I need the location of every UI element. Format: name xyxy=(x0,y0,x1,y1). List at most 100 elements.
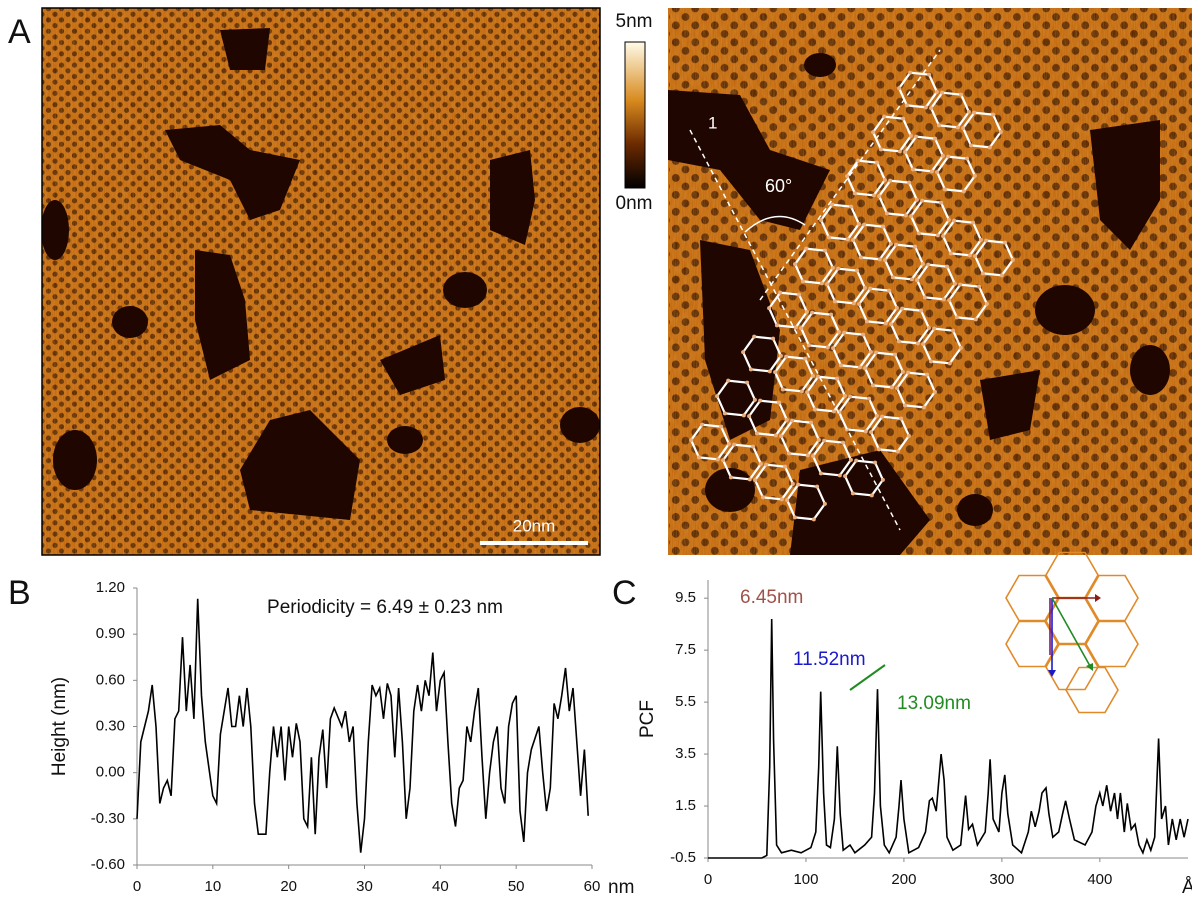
node xyxy=(935,90,939,94)
node xyxy=(759,462,763,466)
node xyxy=(845,174,849,178)
node xyxy=(887,289,891,293)
node xyxy=(745,381,749,385)
node xyxy=(843,474,847,478)
node xyxy=(805,390,809,394)
node xyxy=(848,395,852,399)
node xyxy=(878,257,882,261)
node xyxy=(930,169,934,173)
node xyxy=(815,485,819,489)
node xyxy=(933,390,937,394)
node xyxy=(871,130,875,134)
node xyxy=(753,478,757,482)
node xyxy=(939,201,943,205)
node xyxy=(842,331,846,335)
node xyxy=(779,354,783,358)
node xyxy=(915,278,919,282)
node xyxy=(915,198,919,202)
node xyxy=(926,263,930,267)
panel-label: A xyxy=(8,13,31,51)
node xyxy=(916,341,920,345)
colorbar xyxy=(625,42,645,188)
node xyxy=(940,91,944,95)
node xyxy=(867,397,871,401)
node xyxy=(952,219,956,223)
node xyxy=(755,431,759,435)
line-label: 1 xyxy=(708,113,717,132)
node xyxy=(742,413,746,417)
node xyxy=(715,394,719,398)
node xyxy=(868,287,872,291)
colorbar-min: 0nm xyxy=(616,193,653,214)
x-tick-label: 30 xyxy=(356,878,373,895)
node xyxy=(911,167,915,171)
node xyxy=(883,178,887,182)
node xyxy=(863,286,867,290)
node xyxy=(959,93,963,97)
node xyxy=(972,111,976,115)
node xyxy=(991,113,995,117)
node xyxy=(849,205,853,209)
node xyxy=(863,366,867,370)
node xyxy=(719,425,723,429)
node xyxy=(941,234,945,238)
node xyxy=(945,265,949,269)
y-tick-label: -0.30 xyxy=(91,810,125,827)
node xyxy=(936,233,940,237)
node xyxy=(894,243,898,247)
node xyxy=(962,189,966,193)
node xyxy=(807,343,811,347)
node xyxy=(871,383,875,387)
node xyxy=(726,379,730,383)
node xyxy=(785,498,789,502)
node xyxy=(813,407,817,411)
node xyxy=(881,225,885,229)
node xyxy=(799,326,803,330)
node xyxy=(977,285,981,289)
y-axis-label: PCF xyxy=(637,700,658,738)
node xyxy=(890,385,894,389)
afm-image-left xyxy=(41,8,600,555)
node xyxy=(973,254,977,258)
node xyxy=(697,455,701,459)
node xyxy=(979,238,983,242)
node xyxy=(879,147,883,151)
node xyxy=(881,478,885,482)
node xyxy=(838,473,842,477)
node xyxy=(783,465,787,469)
y-tick-label: 1.20 xyxy=(96,579,125,596)
y-tick-label: 3.5 xyxy=(675,745,696,762)
node xyxy=(812,517,816,521)
node xyxy=(806,453,810,457)
y-tick-label: -0.5 xyxy=(670,849,696,866)
node xyxy=(819,218,823,222)
node xyxy=(817,438,821,442)
node xyxy=(851,491,855,495)
node xyxy=(932,327,936,331)
node xyxy=(968,253,972,257)
node xyxy=(853,191,857,195)
node xyxy=(804,247,808,251)
figure: 20nm 5nm 0nm 1 60° A B C xyxy=(0,0,1192,897)
node xyxy=(908,71,912,75)
node xyxy=(937,123,941,127)
y-tick-label: -0.60 xyxy=(91,856,125,873)
y-tick-label: 0.00 xyxy=(96,764,125,781)
node xyxy=(903,150,907,154)
node xyxy=(942,297,946,301)
node xyxy=(953,282,957,286)
node xyxy=(889,322,893,326)
node xyxy=(793,262,797,266)
node xyxy=(752,335,756,339)
node xyxy=(836,267,840,271)
node xyxy=(949,251,953,255)
node xyxy=(897,86,901,90)
inset-arrows xyxy=(1048,594,1101,677)
node xyxy=(823,502,827,506)
node xyxy=(984,239,988,243)
node xyxy=(810,311,814,315)
x-tick-label: 60 xyxy=(584,878,601,895)
y-tick-label: 0.30 xyxy=(96,717,125,734)
node xyxy=(974,317,978,321)
node xyxy=(822,439,826,443)
